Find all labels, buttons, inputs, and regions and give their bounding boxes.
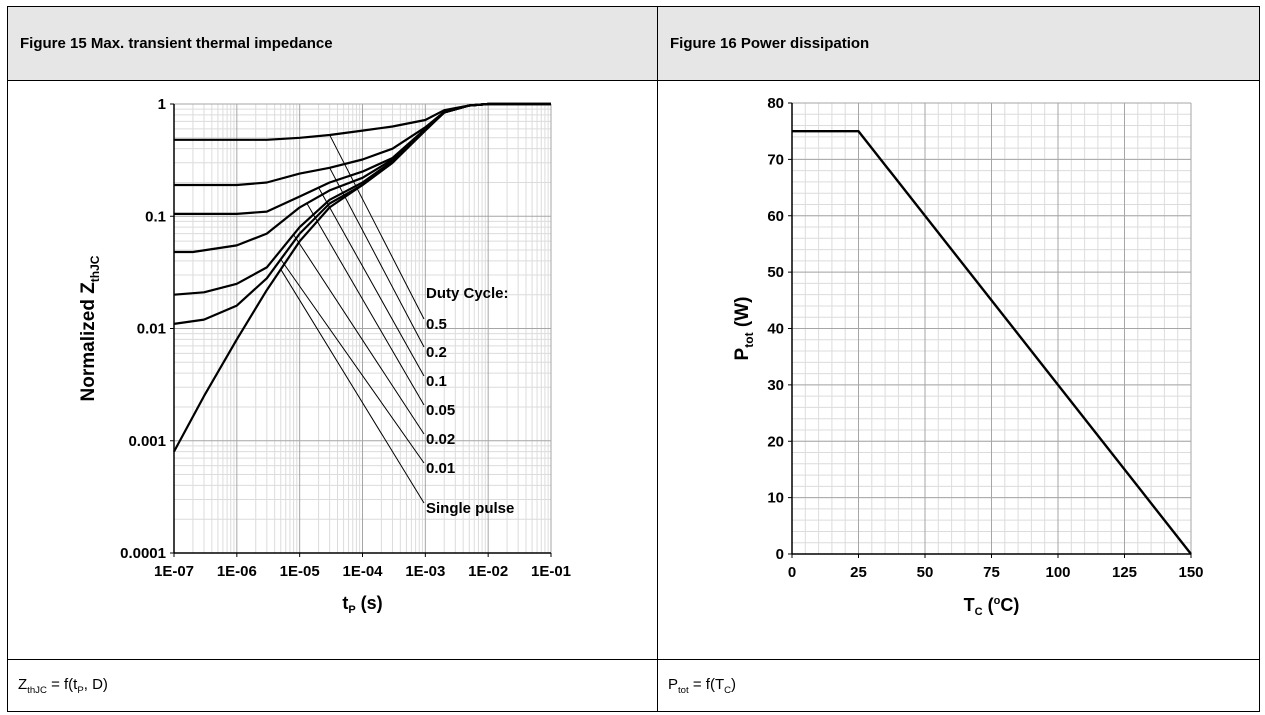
x-tick-label: 1E-01 [531, 563, 571, 580]
y-tick-label: 60 [767, 208, 784, 225]
caption-t-sub: P [77, 684, 84, 696]
x-axis-title-sub: C [975, 606, 983, 618]
x-axis-title-unit: (s) [356, 593, 383, 613]
figure-16-header: Figure 16 Power dissipation [657, 6, 1260, 81]
figure-15-header: Figure 15 Max. transient thermal impedan… [7, 6, 658, 81]
x-tick-label: 1E-03 [405, 563, 445, 580]
y-tick-label: 30 [767, 377, 784, 394]
y-tick-label: 0.01 [137, 321, 166, 338]
x-tick-label: 1E-04 [342, 563, 383, 580]
legend-label-0: 0.5 [426, 316, 447, 333]
y-axis-title-sub: tot [742, 332, 756, 347]
caption-p-sub: tot [678, 684, 689, 696]
legend-label-4: 0.02 [426, 431, 455, 448]
series-line-0 [792, 130, 1192, 555]
legend-leader-2 [318, 187, 425, 377]
figure-15-cell: 1E-07 1E-06 1E-05 1E-04 1E-03 1E-02 1E-01 0.000… [7, 80, 658, 660]
legend-label-2: 0.1 [426, 373, 447, 390]
y-tick-label: 0.001 [128, 433, 166, 450]
x-tick-label: 25 [850, 564, 867, 581]
y-tick-label: 0.0001 [120, 545, 166, 562]
y-tick-label: 80 [767, 95, 784, 112]
legend-leader-3 [306, 203, 425, 406]
series-line-6 [173, 102, 551, 453]
caption-p: P [668, 675, 679, 693]
y-axis-title-unit: (W) [732, 297, 753, 333]
x-tick-label: 1E-05 [280, 563, 320, 580]
x-tick-label: 1E-02 [468, 563, 508, 580]
y-axis-title: Normalized ZthJC [78, 255, 102, 401]
x-axis-title-pre: ( [983, 595, 994, 615]
y-axis-title-main: P [732, 347, 753, 360]
legend-leader-4 [293, 234, 425, 435]
figure-table: Figure 15 Max. transient thermal impedan… [7, 6, 1260, 712]
x-tick-label: 150 [1178, 564, 1203, 581]
y-axis-title-sub: thJC [88, 255, 102, 282]
y-axis-title: Ptot (W) [732, 297, 756, 361]
legend-leader-6 [280, 269, 425, 504]
x-tick-label: 50 [917, 564, 934, 581]
x-tick-label: 75 [983, 564, 1000, 581]
x-tick-label: 1E-07 [154, 563, 194, 580]
legend-label-3: 0.05 [426, 402, 455, 419]
figure-15-caption: ZthJC = f(tP, D) [7, 659, 658, 712]
legend-leader-0 [329, 134, 425, 320]
x-axis-title-main: T [964, 595, 975, 615]
caption-text-1: = f(t [46, 675, 78, 693]
y-tick-label: 40 [767, 321, 784, 338]
x-tick-label: 125 [1112, 564, 1137, 581]
x-tick-label: 1E-06 [217, 563, 257, 580]
y-tick-label: 70 [767, 151, 784, 168]
y-tick-label: 1 [158, 96, 166, 113]
caption-z: Z [18, 675, 28, 693]
legend-label-5: 0.01 [426, 460, 455, 477]
legend-leader-1 [329, 167, 425, 348]
y-tick-label: 10 [767, 490, 784, 507]
caption-text-1: = f(T [688, 675, 725, 693]
figure-16-caption: Ptot = f(TC) [657, 659, 1260, 712]
y-tick-label: 0.1 [145, 208, 166, 225]
x-tick-label: 100 [1045, 564, 1070, 581]
figure-16-cell: 0 25 50 75 100 125 150 0 10 20 30 40 50 60 70 80 TC (oC)… [657, 80, 1260, 660]
x-axis-title-sub: P [348, 604, 355, 616]
legend-title: Duty Cycle: [426, 285, 509, 302]
y-tick-label: 50 [767, 264, 784, 281]
legend-label-1: 0.2 [426, 344, 447, 361]
thermal-impedance-chart: 1E-07 1E-06 1E-05 1E-04 1E-03 1E-02 1E-01 0.000… [78, 96, 571, 616]
caption-text-2: , D) [83, 675, 108, 693]
legend-label-6: Single pulse [426, 500, 514, 517]
x-tick-label: 0 [788, 564, 796, 581]
x-axis-title-main: t [342, 593, 348, 613]
y-tick-label: 20 [767, 433, 784, 450]
caption-text-2: ) [731, 675, 737, 693]
caption-t-sub: C [724, 684, 732, 696]
x-axis-title: tP (s) [342, 593, 382, 616]
legend-leader-5 [280, 259, 425, 464]
x-axis-title-sup: o [994, 595, 1001, 607]
x-axis-title-post: C) [1000, 595, 1019, 615]
x-axis-title: TC (oC) [964, 595, 1020, 618]
y-tick-label: 0 [776, 546, 784, 563]
y-axis-title-main: Normalized Z [78, 282, 99, 402]
caption-z-sub: thJC [27, 684, 47, 696]
power-dissipation-chart: 0 25 50 75 100 125 150 0 10 20 30 40 50 60 70 80 TC (oC)… [732, 95, 1204, 618]
